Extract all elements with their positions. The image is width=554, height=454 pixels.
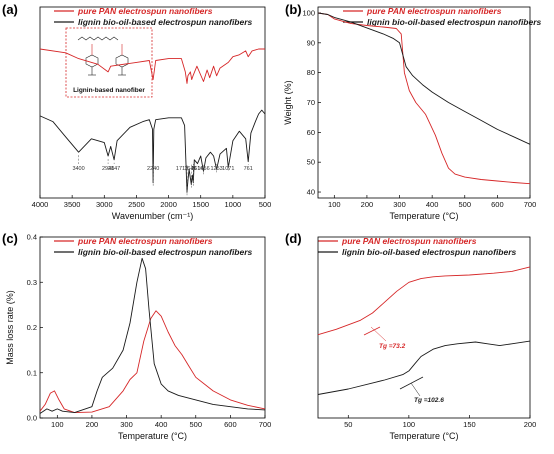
x-axis-label-c: Temperature (°C): [118, 431, 187, 441]
x-tick-label-a: 3000: [96, 200, 113, 209]
series-line-lignin-b: [317, 12, 531, 145]
panel-d: (d) pure PAN electrospun nanofibers lign…: [285, 231, 536, 441]
legend-pan-b: pure PAN electrospun nanofibers: [366, 6, 502, 16]
tg-tangent-pan: [363, 326, 381, 336]
peak-label: 761: [244, 166, 253, 172]
x-tick-label-d: 100: [403, 420, 416, 429]
peak-label: 1713: [176, 166, 188, 172]
plot-frame-d: [317, 236, 531, 419]
x-tick-label-b: 300: [393, 200, 406, 209]
y-tick-label-c: 0.4: [27, 233, 37, 242]
plot-frame-c: [39, 236, 266, 419]
x-tick-label-b: 400: [426, 200, 439, 209]
tg-tangent-lignin: [399, 376, 424, 390]
panel-b: (b) pure PAN electrospun nanofibers lign…: [283, 2, 542, 221]
x-tick-label-d: 50: [344, 420, 352, 429]
x-tick-label-c: 700: [259, 420, 272, 429]
plot-frame-b: [317, 6, 531, 199]
peak-label: 2240: [147, 166, 159, 172]
x-axis-label-d: Temperature (°C): [389, 431, 458, 441]
x-tick-label-a: 4000: [32, 200, 49, 209]
x-tick-label-c: 100: [51, 420, 64, 429]
panel-b-label: (b): [285, 2, 302, 17]
y-tick-label-b: 40: [307, 188, 315, 197]
y-tick-label-b: 90: [307, 38, 315, 47]
x-axis-label-a: Wavenumber (cm⁻¹): [112, 211, 193, 221]
x-tick-label-a: 2000: [160, 200, 177, 209]
y-tick-label-b: 50: [307, 158, 315, 167]
x-tick-label-a: 1000: [225, 200, 242, 209]
x-tick-label-b: 200: [361, 200, 374, 209]
peak-label: 3400: [72, 166, 84, 172]
series-line-lignin-c: [39, 257, 266, 414]
series-line-pan-d: [317, 266, 531, 336]
x-tick-label-a: 500: [259, 200, 272, 209]
tg-label-lignin: Tg =102.6: [414, 397, 444, 404]
x-tick-label-a: 3500: [64, 200, 81, 209]
peak-label: 2941: [102, 166, 114, 172]
series-line-lignin-a: [39, 109, 266, 193]
lignin-structure-inset: Lignin-based nanofiber: [65, 27, 153, 98]
y-tick-label-b: 70: [307, 98, 315, 107]
peak-label: 2847: [108, 166, 120, 172]
peak-label: 1456: [197, 166, 209, 172]
peak-label: 1616: [191, 166, 203, 172]
x-tick-label-b: 100: [328, 200, 341, 209]
x-tick-label-c: 300: [120, 420, 133, 429]
x-tick-label-c: 400: [155, 420, 168, 429]
y-tick-label-b: 100: [302, 8, 315, 17]
x-tick-label-d: 200: [524, 420, 537, 429]
panel-a-label: (a): [2, 2, 18, 17]
peak-label: 1071: [222, 166, 234, 172]
x-tick-label-c: 200: [86, 420, 99, 429]
y-tick-label-c: 0.1: [27, 368, 37, 377]
panel-c-label: (c): [2, 231, 18, 246]
tg-leader-lignin: [410, 382, 421, 397]
x-tick-label-b: 600: [491, 200, 504, 209]
y-tick-label-c: 0.3: [27, 278, 37, 287]
series-line-lignin-d: [317, 340, 531, 395]
x-tick-label-b: 700: [524, 200, 537, 209]
x-tick-label-b: 500: [459, 200, 472, 209]
panel-d-label: (d): [285, 231, 302, 246]
peak-label: 1253: [210, 166, 222, 172]
x-tick-label-c: 500: [190, 420, 203, 429]
legend-lignin: lignin bio-oil-based electrospun nanofib…: [78, 17, 253, 27]
y-tick-label-c: 0.0: [27, 414, 37, 423]
x-tick-label-d: 150: [463, 420, 476, 429]
y-tick-label-c: 0.2: [27, 323, 37, 332]
legend-lignin-b: lignin bio-oil-based electrospun nanofib…: [367, 17, 542, 27]
y-tick-label-b: 60: [307, 128, 315, 137]
panel-c: (c) pure PAN electrospun nanofibers lign…: [2, 231, 271, 441]
x-axis-label-b: Temperature (°C): [389, 211, 458, 221]
series-line-pan-c: [39, 310, 266, 414]
panel-a: (a) pure PAN electrospun nanofibers lign…: [2, 2, 271, 221]
tg-leader-pan: [370, 326, 387, 342]
legend-pan-d: pure PAN electrospun nanofibers: [341, 236, 477, 246]
legend-lignin-d: lignin bio-oil-based electrospun nanofib…: [342, 247, 517, 257]
legend-lignin-c: lignin bio-oil-based electrospun nanofib…: [78, 247, 253, 257]
y-tick-label-b: 80: [307, 68, 315, 77]
x-tick-label-c: 600: [224, 420, 237, 429]
y-axis-label-b: Weight (%): [283, 80, 293, 124]
inset-title: Lignin-based nanofiber: [73, 87, 145, 94]
legend-pan: pure PAN electrospun nanofibers: [77, 6, 213, 16]
legend-pan-c: pure PAN electrospun nanofibers: [77, 236, 213, 246]
series-line-pan-a: [39, 48, 265, 84]
peak-label: 1646: [184, 166, 196, 172]
x-tick-label-a: 1500: [192, 200, 209, 209]
series-line-pan-b: [317, 12, 531, 185]
plot-frame-a: [39, 6, 266, 199]
tg-label-pan: Tg =73.2: [379, 343, 406, 350]
x-tick-label-a: 2500: [128, 200, 145, 209]
y-axis-label-c: Mass loss rate (%): [5, 290, 15, 365]
